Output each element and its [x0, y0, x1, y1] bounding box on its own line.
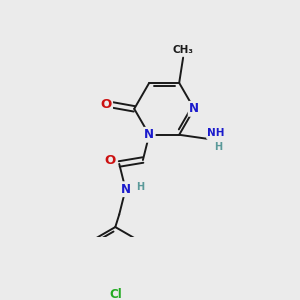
Text: O: O [100, 98, 112, 111]
Text: N: N [144, 128, 154, 141]
Text: N: N [189, 102, 199, 115]
Text: NH: NH [208, 128, 225, 138]
Text: H: H [136, 182, 144, 192]
Text: O: O [104, 154, 116, 167]
Text: N: N [121, 183, 130, 196]
Text: CH₃: CH₃ [172, 45, 194, 55]
Text: H: H [214, 142, 222, 152]
Text: Cl: Cl [109, 288, 122, 300]
